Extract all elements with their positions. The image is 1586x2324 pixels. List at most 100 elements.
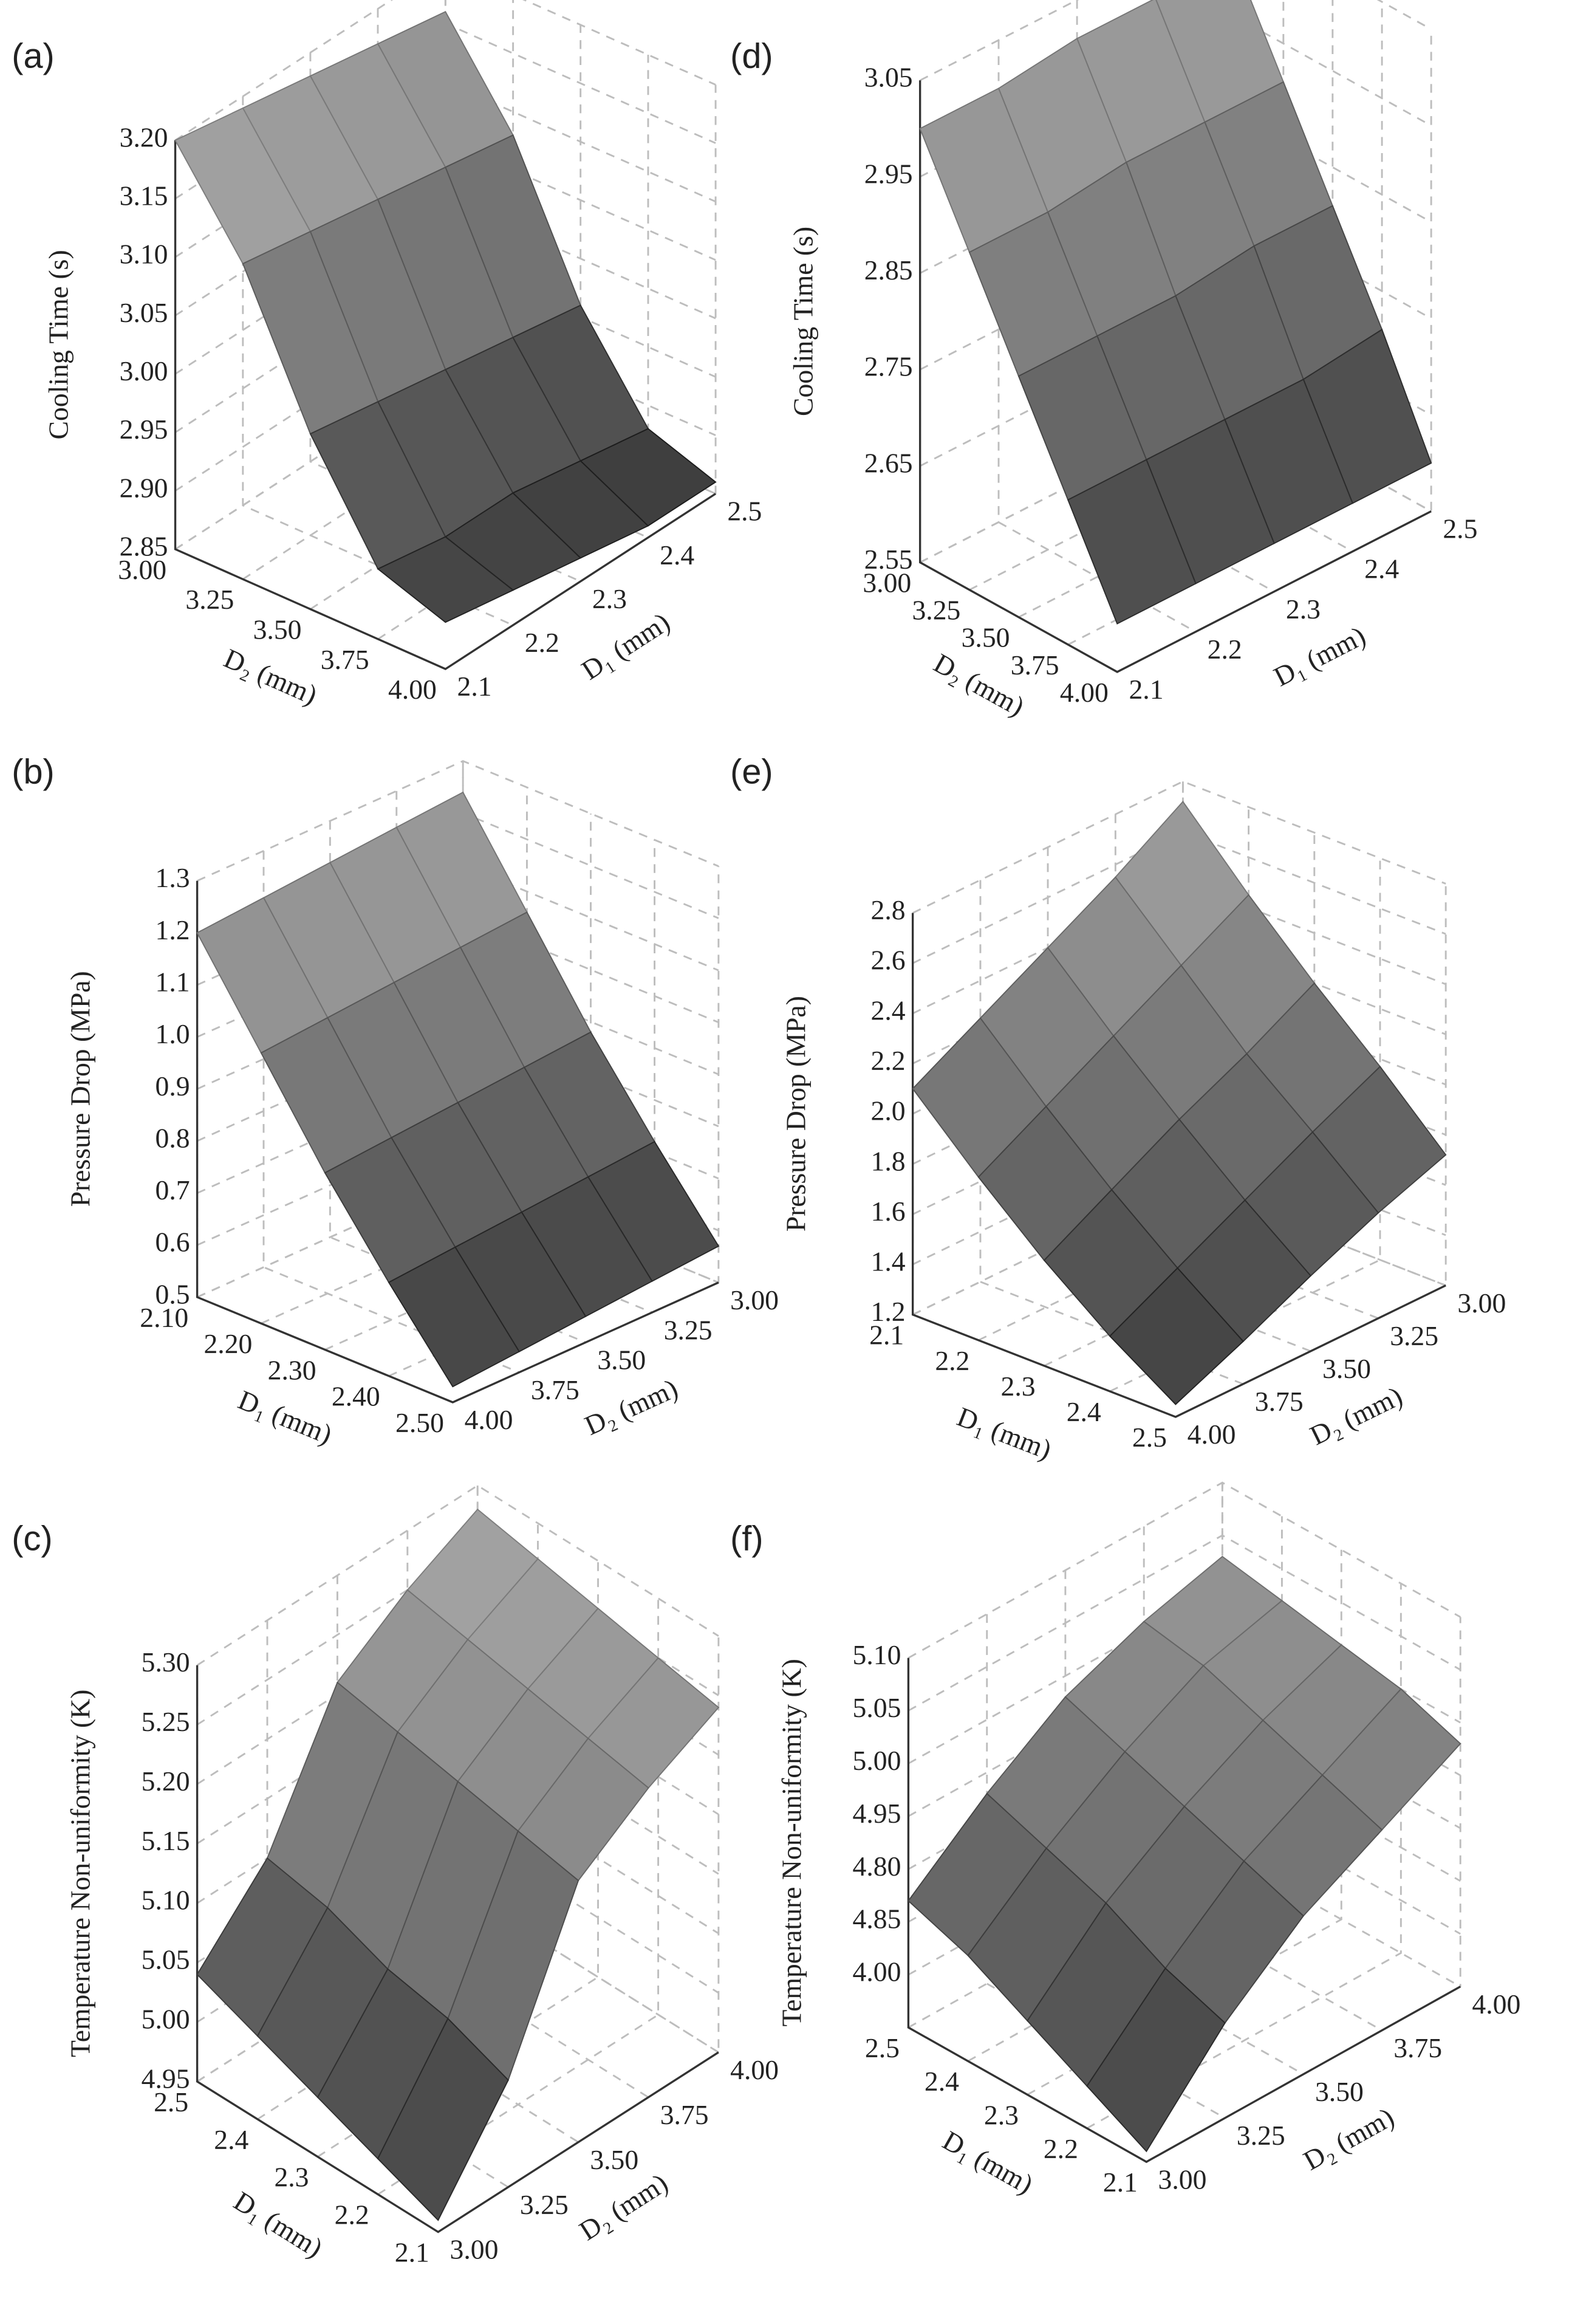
x-tick-label: 2.4: [925, 2066, 959, 2097]
panel: (a) 2.85 2.90 2.95 3.00 3.05 3.10 3.15 3.20 3.00 3…: [12, 0, 762, 710]
y-tick-label: 3.00: [450, 2234, 499, 2265]
x-tick-label: 2.50: [395, 1407, 444, 1438]
z-tick-label: 3.00: [120, 355, 168, 386]
x-tick-label: 2.5: [1132, 1422, 1167, 1453]
y-tick-label: 3.00: [730, 1284, 779, 1315]
grid-line: [196, 1484, 719, 1666]
grid-line: [196, 1841, 719, 2023]
z-tick-label: 4.00: [853, 1956, 901, 1987]
panel-label: (a): [12, 36, 55, 75]
panel-label: (e): [730, 752, 773, 791]
z-axis-label: Cooling Time (s): [43, 250, 74, 439]
grid-line: [196, 1901, 719, 2083]
x-tick-label: 2.3: [274, 2162, 309, 2193]
surface-cell: [1109, 1267, 1245, 1405]
panel: (b) 0.5 0.6 0.7 0.8 0.9 1.0 1.1 1.2 1.3 2.10 2.20 2.…: [12, 752, 779, 1450]
y-tick-label: 3.00: [1158, 2164, 1207, 2195]
x-tick-label: 2.30: [268, 1354, 316, 1385]
z-tick-label: 2.0: [871, 1095, 906, 1126]
surface-cell: [388, 1246, 521, 1388]
x-axis-label: D₁ (mm): [938, 2125, 1039, 2200]
z-tick-label: 1.2: [871, 1296, 906, 1327]
z-tick-label: 3.10: [120, 239, 168, 270]
x-tick-label: 3.75: [321, 644, 369, 675]
z-tick-label: 2.95: [120, 414, 168, 445]
x-tick-label: 3.50: [253, 614, 302, 645]
y-tick-label: 2.3: [1286, 594, 1321, 625]
axis-line: [911, 913, 1446, 1418]
x-tick-label: 2.5: [154, 2086, 188, 2117]
x-tick-label: 2.2: [935, 1345, 969, 1376]
y-tick-label: 4.00: [1472, 1989, 1520, 2020]
grid-line: [912, 780, 1446, 914]
x-tick-label: 3.50: [962, 622, 1010, 653]
y-tick-label: 3.50: [1315, 2076, 1364, 2107]
z-tick-label: 2.65: [864, 447, 913, 478]
y-tick-label: 2.1: [457, 671, 492, 702]
y-tick-label: 2.1: [1129, 674, 1163, 705]
z-tick-label: 4.80: [853, 1851, 901, 1882]
z-tick-label: 4.85: [853, 1904, 901, 1935]
x-tick-label: 2.20: [203, 1328, 252, 1359]
grid-line: [912, 831, 1446, 964]
z-tick-label: 1.4: [871, 1246, 906, 1277]
panel-label: (b): [12, 752, 55, 791]
y-axis-label: D₂ (mm): [580, 1373, 682, 1441]
y-tick-label: 3.25: [1390, 1320, 1438, 1351]
y-tick-label: 4.00: [1188, 1419, 1236, 1450]
x-tick-label: 3.00: [118, 554, 166, 585]
y-tick-label: 3.75: [1255, 1386, 1304, 1417]
z-tick-label: 5.00: [142, 2004, 190, 2035]
z-tick-label: 4.95: [853, 1798, 901, 1829]
grid-line: [196, 1722, 719, 1904]
z-tick-label: 3.05: [120, 297, 168, 328]
z-tick-label: 5.25: [142, 1706, 190, 1737]
z-tick-label: 1.0: [156, 1018, 190, 1049]
x-tick-label: 2.40: [332, 1381, 380, 1412]
z-tick-label: 5.05: [142, 1944, 190, 1975]
z-tick-label: 5.30: [142, 1647, 190, 1678]
y-tick-label: 3.75: [1393, 2032, 1442, 2063]
axis-line: [907, 1657, 1461, 2164]
y-tick-label: 2.5: [727, 496, 762, 527]
z-tick-label: 2.2: [871, 1045, 906, 1076]
z-tick-label: 2.75: [864, 351, 913, 382]
axis-line: [174, 140, 716, 671]
z-tick-label: 0.9: [156, 1071, 190, 1102]
y-axis-label: D₂ (mm): [1305, 1380, 1407, 1452]
grid-line: [196, 1781, 719, 1964]
x-tick-label: 3.00: [863, 567, 911, 598]
panel: (d) 2.55 2.65 2.75 2.85 2.95 3.05 3.003.253.503…: [730, 0, 1477, 722]
y-tick-label: 3.50: [590, 2144, 638, 2175]
y-axis-label: D₂ (mm): [573, 2167, 673, 2246]
z-tick-label: 1.3: [156, 862, 190, 893]
x-tick-label: 4.00: [1060, 677, 1109, 708]
y-tick-label: 4.00: [465, 1404, 513, 1435]
grid-line: [920, 0, 1235, 563]
z-tick-label: 5.10: [853, 1639, 901, 1670]
surface-cell: [1067, 459, 1197, 625]
panel-label: (d): [730, 36, 773, 75]
y-tick-label: 3.00: [1457, 1287, 1506, 1318]
x-axis-label: D₂ (mm): [219, 642, 322, 710]
x-tick-label: 2.2: [1044, 2133, 1078, 2164]
panel-label: (c): [12, 1520, 52, 1558]
x-tick-label: 3.25: [912, 595, 960, 626]
x-axis-label: D₁ (mm): [953, 1401, 1056, 1465]
x-axis-label: D₁ (mm): [234, 1384, 337, 1450]
surface-cell: [377, 536, 514, 623]
x-tick-label: 2.3: [1001, 1371, 1036, 1402]
y-tick-label: 3.75: [531, 1374, 579, 1405]
grid-line: [979, 880, 1244, 1385]
x-tick-label: 3.75: [1011, 650, 1059, 680]
z-tick-label: 2.85: [120, 530, 168, 561]
y-tick-label: 4.00: [730, 2054, 779, 2085]
z-tick-label: 0.6: [156, 1227, 190, 1258]
x-tick-label: 2.1: [395, 2237, 429, 2267]
z-axis-label: Pressure Drop (MPa): [65, 971, 96, 1207]
grid-line: [174, 0, 716, 142]
grid-line: [437, 1636, 720, 2233]
grid-line: [912, 881, 1446, 1015]
panel: (e) 1.2 1.4 1.6 1.8 2.0 2.2 2.4 2.6 2.8 2.1 2.2 2.3 2…: [730, 752, 1506, 1465]
